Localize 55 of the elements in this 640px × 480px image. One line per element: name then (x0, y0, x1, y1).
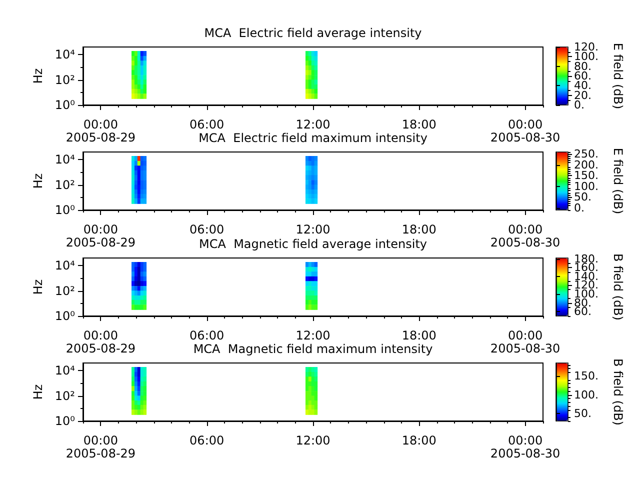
color-bar-label: 200. (574, 158, 598, 172)
y-tick-label: 10⁴ (54, 48, 76, 62)
y-tick-label: 10⁰ (54, 203, 76, 218)
x-tick-label: 00:00 2005-08-30 (490, 118, 560, 144)
color-bar-title: B field (dB) (611, 253, 625, 320)
y-axis-title: Hz (31, 68, 46, 84)
x-tick-label: 12:00 (296, 222, 330, 237)
x-tick-label: 06:00 (190, 433, 224, 448)
x-tick-label: 06:00 (190, 222, 224, 237)
x-tick-label: 00:00 2005-08-30 (490, 328, 560, 356)
x-tick-label: 00:00 2005-08-30 (490, 433, 560, 460)
color-bar-title: E field (dB) (611, 42, 625, 110)
y-tick-label: 10⁰ (54, 414, 76, 428)
x-tick-label: 12:00 (296, 433, 330, 448)
x-tick-label: 18:00 (402, 118, 436, 132)
x-tick-label: 12:00 (296, 328, 330, 342)
color-bar-label: 100. (574, 180, 598, 194)
color-bar-label: 100. (574, 388, 598, 402)
y-tick-label: 10² (54, 72, 76, 87)
y-tick-label: 10⁴ (54, 363, 76, 378)
x-tick-label: 18:00 (402, 433, 436, 448)
y-axis-title: Hz (31, 278, 46, 294)
color-bar-label: 50. (574, 406, 592, 420)
color-bar-label: 250. (574, 148, 598, 161)
y-tick-label: 10⁴ (54, 258, 76, 272)
y-axis-title: Hz (31, 174, 46, 189)
x-tick-label: 00:00 2005-08-29 (66, 222, 136, 250)
y-tick-label: 10² (54, 388, 76, 403)
x-tick-label: 00:00 2005-08-30 (490, 222, 560, 250)
color-bar-label: 150. (574, 369, 598, 382)
x-tick-label: 00:00 2005-08-29 (66, 118, 136, 144)
x-tick-label: 00:00 2005-08-29 (66, 328, 136, 356)
x-tick-label: 06:00 (190, 118, 224, 132)
y-tick-label: 10⁴ (54, 152, 76, 167)
y-axis-title: Hz (31, 384, 46, 400)
color-bar-label: 50. (574, 190, 592, 204)
y-tick-label: 10⁰ (54, 98, 76, 112)
chart-title: MCA Magnetic field maximum intensity (193, 342, 433, 356)
y-tick-label: 10² (54, 178, 76, 192)
chart-title: MCA Magnetic field average intensity (198, 236, 428, 251)
x-tick-label: 18:00 (402, 328, 436, 342)
color-bar-title: E field (dB) (611, 148, 625, 214)
y-tick-label: 10² (54, 283, 76, 298)
color-bar-label: 120. (574, 40, 598, 54)
x-tick-label: 06:00 (190, 328, 224, 342)
chart-title: MCA Electric field maximum intensity (198, 131, 428, 146)
x-tick-label: 12:00 (296, 118, 330, 132)
color-bar-label: 150. (574, 169, 598, 182)
x-tick-label: 18:00 (402, 222, 436, 237)
color-bar-label: 60. (574, 70, 592, 82)
color-bar-title: B field (dB) (611, 358, 625, 426)
x-tick-label: 00:00 2005-08-29 (66, 433, 136, 460)
y-tick-label: 10⁰ (54, 308, 76, 323)
color-bar-label: 0. (574, 202, 584, 215)
chart-title: MCA Electric field average intensity (204, 26, 422, 40)
